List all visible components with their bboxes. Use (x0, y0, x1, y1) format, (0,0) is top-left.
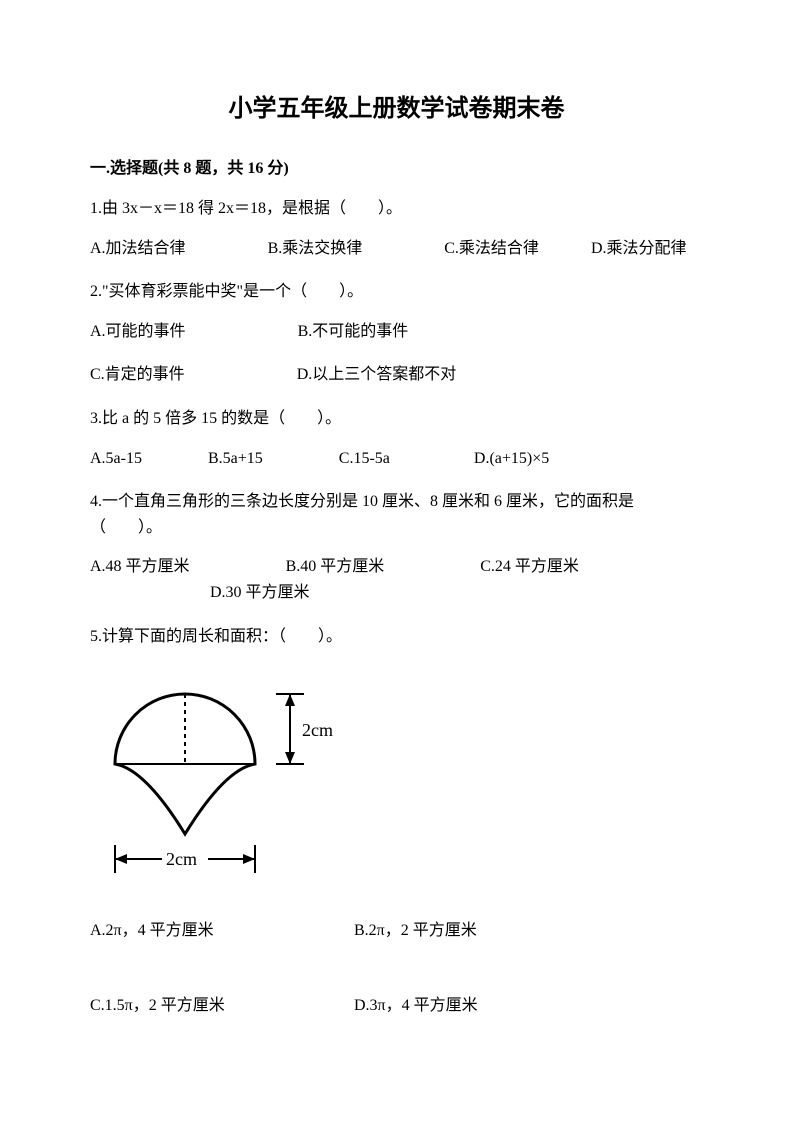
q2-option-c: C.肯定的事件 (90, 362, 185, 388)
q4-option-d: D.30 平方厘米 (210, 580, 310, 606)
q5-figure: 2cm 2cm (90, 669, 703, 888)
dim-width-label: 2cm (166, 849, 197, 869)
q4-option-b: B.40 平方厘米 (286, 554, 385, 580)
question-1-options: A.加法结合律 B.乘法交换律 C.乘法结合律 D.乘法分配律 (90, 236, 703, 262)
q1-option-b: B.乘法交换律 (268, 236, 363, 262)
q5-option-b: B.2π，2 平方厘米 (354, 918, 477, 944)
question-2: 2."买体育彩票能中奖"是一个（ ）。 (90, 279, 703, 305)
q3-option-b: B.5a+15 (208, 446, 263, 472)
q3-option-d: D.(a+15)×5 (474, 446, 549, 472)
section-header: 一.选择题(共 8 题，共 16 分) (90, 156, 703, 182)
exam-page: 小学五年级上册数学试卷期末卷 一.选择题(共 8 题，共 16 分) 1.由 3… (0, 0, 793, 1122)
q5-option-a: A.2π，4 平方厘米 (90, 918, 350, 944)
question-1: 1.由 3x－x＝18 得 2x＝18，是根据（ ）。 (90, 196, 703, 222)
q5-option-d: D.3π，4 平方厘米 (354, 993, 478, 1019)
dim-width-arrow-l (115, 854, 127, 864)
question-4: 4.一个直角三角形的三条边长度分别是 10 厘米、8 厘米和 6 厘米，它的面积… (90, 489, 703, 540)
dim-height-arrow-top (285, 694, 295, 706)
q2-option-b: B.不可能的事件 (298, 319, 409, 345)
q1-option-c: C.乘法结合律 (444, 236, 539, 262)
question-5-options-row2: C.1.5π，2 平方厘米 D.3π，4 平方厘米 (90, 993, 703, 1019)
q4-option-c: C.24 平方厘米 (480, 554, 579, 580)
q5-figure-svg: 2cm 2cm (90, 669, 350, 879)
q3-option-c: C.15-5a (339, 446, 390, 472)
page-title: 小学五年级上册数学试卷期末卷 (90, 90, 703, 128)
dim-width-arrow-r (243, 854, 255, 864)
question-2-options-row1: A.可能的事件 B.不可能的事件 (90, 319, 703, 345)
q3-option-a: A.5a-15 (90, 446, 142, 472)
q1-option-a: A.加法结合律 (90, 236, 186, 262)
q5-option-c: C.1.5π，2 平方厘米 (90, 993, 350, 1019)
dim-height-label: 2cm (302, 720, 333, 740)
question-3-options: A.5a-15 B.5a+15 C.15-5a D.(a+15)×5 (90, 446, 703, 472)
dim-height-arrow-bot (285, 752, 295, 764)
q4-option-a: A.48 平方厘米 (90, 554, 190, 580)
question-2-options-row2: C.肯定的事件 D.以上三个答案都不对 (90, 362, 703, 388)
q1-option-d: D.乘法分配律 (591, 236, 687, 262)
q2-option-a: A.可能的事件 (90, 319, 186, 345)
question-5: 5.计算下面的周长和面积：（ ）。 (90, 624, 703, 650)
question-3: 3.比 a 的 5 倍多 15 的数是（ ）。 (90, 406, 703, 432)
question-4-options: A.48 平方厘米 B.40 平方厘米 C.24 平方厘米 D.30 平方厘米 (90, 554, 703, 605)
question-5-options-row1: A.2π，4 平方厘米 B.2π，2 平方厘米 (90, 918, 703, 944)
q2-option-d: D.以上三个答案都不对 (297, 362, 457, 388)
